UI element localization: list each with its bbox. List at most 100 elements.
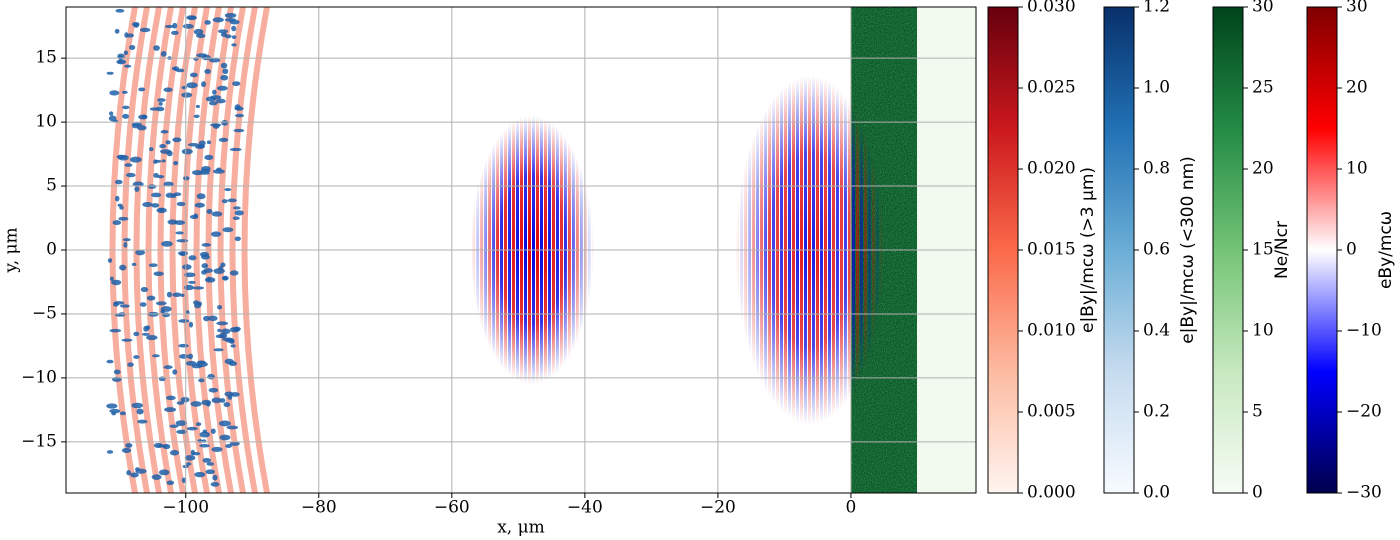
fine-structure (211, 397, 222, 404)
fine-structure (220, 328, 231, 335)
fine-structure (172, 292, 182, 298)
fine-structure (222, 68, 229, 75)
colorbar-tick-label: 0 (1252, 483, 1263, 503)
fine-structure (221, 199, 228, 204)
fine-structure (119, 411, 127, 416)
fine-structure (139, 27, 151, 33)
fine-structure (224, 358, 234, 365)
y-tick-label: 5 (46, 176, 57, 196)
fine-structure (210, 231, 222, 237)
fine-structure (229, 441, 240, 446)
fine-structure (160, 50, 167, 57)
fine-structure (208, 101, 218, 106)
fine-structure (122, 105, 130, 110)
fine-structure (109, 90, 120, 96)
fine-structure (219, 434, 231, 441)
fine-structure (114, 179, 123, 185)
fine-structure (220, 32, 228, 37)
fine-structure (210, 481, 220, 487)
colorbar-tick-label: 0.4 (1143, 321, 1170, 341)
y-tick-label: 0 (46, 240, 57, 260)
fine-structure (212, 89, 217, 95)
fine-structure (186, 426, 198, 431)
fine-structure (164, 24, 175, 29)
fine-structure (176, 429, 188, 435)
fine-structure (171, 193, 177, 199)
fine-structure (157, 175, 165, 179)
fine-structure (153, 442, 163, 448)
fine-structure (184, 455, 196, 461)
fine-structure (222, 337, 234, 342)
fine-structure (201, 166, 211, 172)
fine-structure (109, 111, 114, 116)
fine-structure (205, 469, 216, 475)
fine-structure (113, 301, 125, 305)
fine-structure (196, 360, 206, 364)
fine-structure (199, 431, 211, 438)
fine-structure (166, 480, 175, 486)
fine-structure (220, 62, 228, 69)
colorbar-tick-label: 0.030 (1027, 0, 1076, 17)
fine-structure (111, 279, 122, 286)
fine-structure (229, 147, 242, 152)
fine-structure (204, 68, 211, 75)
fine-structure (207, 373, 215, 380)
fine-structure (211, 446, 223, 452)
fine-structure (176, 239, 189, 243)
fine-structure (233, 128, 245, 133)
fine-structure (157, 98, 166, 102)
colorbar (1212, 6, 1244, 494)
fine-structure (160, 309, 165, 314)
fine-structure (232, 81, 241, 87)
fine-structure (183, 284, 195, 291)
fine-structure (113, 369, 121, 375)
colorbar-tick-label: 20 (1346, 78, 1368, 98)
fine-structure (233, 326, 241, 332)
fine-structure (206, 401, 211, 407)
fine-structure (108, 115, 117, 122)
fine-structure (217, 29, 229, 34)
fine-structure (155, 106, 165, 112)
colorbar-tick-label: 0.005 (1027, 402, 1076, 422)
fine-structure (172, 66, 177, 71)
fine-structure (118, 216, 129, 221)
fine-structure (190, 401, 202, 407)
fine-structure (148, 147, 154, 152)
x-tick-label: −60 (434, 498, 470, 518)
colorbar-label: e|By|/mcω (>3 μm) (1078, 167, 1098, 333)
fine-structure (114, 28, 120, 34)
fine-structure (163, 87, 173, 93)
fine-structure (193, 300, 200, 305)
fine-structure (137, 419, 148, 424)
x-tick-label: −80 (301, 498, 337, 518)
colorbar-tick-label: 0.025 (1027, 78, 1076, 98)
fine-structure (146, 334, 158, 341)
fine-structure (161, 240, 173, 247)
fine-structure (231, 25, 237, 32)
fine-structure (229, 270, 239, 276)
fine-structure (217, 304, 223, 310)
fine-structure (129, 156, 142, 163)
fine-structure (210, 123, 222, 127)
fine-structure (138, 87, 146, 92)
y-tick-label: 15 (35, 48, 57, 68)
fine-structure (223, 402, 231, 408)
fine-structure (162, 443, 171, 450)
fine-structure (133, 331, 140, 337)
fine-structure (121, 447, 132, 454)
fine-structure (227, 198, 237, 203)
fine-structure (212, 474, 218, 481)
fine-structure (109, 328, 122, 333)
fine-structure (172, 369, 178, 375)
fine-structure (136, 408, 144, 415)
fine-structure (114, 195, 120, 202)
fine-structure (153, 45, 160, 51)
fine-structure (153, 159, 158, 164)
fine-structure (186, 82, 198, 89)
fine-structure (124, 163, 133, 167)
x-tick-label: −40 (567, 498, 603, 518)
fine-structure (188, 321, 194, 328)
fine-structure (121, 338, 133, 342)
fine-structure (135, 467, 140, 471)
